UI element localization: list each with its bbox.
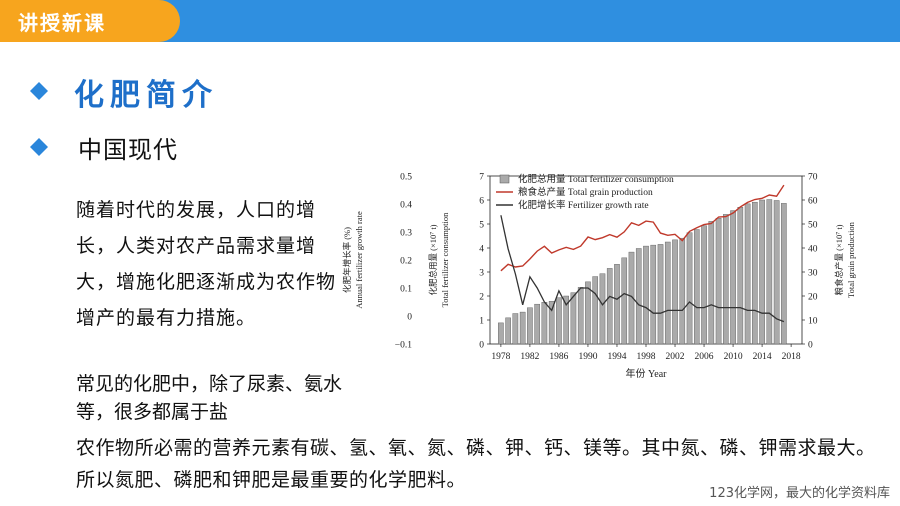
body-paragraph-1: 随着时代的发展，人口的增长，人类对农产品需求量增大，增施化肥逐渐成为农作物增产的…	[76, 199, 337, 329]
fertilizer-bar	[606, 268, 613, 345]
y-right-tick-label: 60	[808, 197, 818, 207]
y-left-inner-tick-label: 7	[479, 173, 484, 183]
fertilizer-bar	[723, 214, 729, 345]
fertilizer-bar	[599, 273, 606, 345]
y-right-title-en: Total grain production	[846, 221, 856, 298]
y-left-outer-tick-label: 0.5	[400, 173, 412, 183]
y-left-inner-tick-label: 6	[479, 197, 484, 207]
y-right-title-cn: 粮食总产量 (×10⁷ t)	[834, 224, 844, 295]
y-left-outer-tick-label: 0.2	[400, 257, 412, 267]
fertilizer-bar	[614, 264, 620, 345]
fertilizer-bar	[577, 287, 584, 345]
fertilizer-bar	[635, 248, 642, 345]
x-tick-label: 1982	[520, 352, 539, 362]
page-subtitle: 中国现代	[78, 136, 178, 164]
grain-production-line	[500, 184, 785, 272]
y-right-tick-label: 70	[808, 173, 818, 183]
y-right-tick-label: 40	[808, 245, 818, 255]
x-tick-label: 2002	[666, 352, 685, 362]
fertilizer-bar	[752, 201, 758, 345]
y-left-outer-tick-label: 0.4	[400, 201, 412, 211]
y-right-tick-label: 20	[808, 293, 818, 303]
x-tick-label: 1986	[549, 352, 568, 362]
fertilizer-bar	[556, 297, 562, 345]
fertilizer-bar	[773, 200, 780, 345]
fertilizer-grain-chart: 1978 1982 1986 1990 1994 1998 2002 2006 2010 2014…	[342, 173, 856, 381]
fertilizer-growth-rate-line	[500, 215, 785, 323]
y-right-tick-label: 0	[808, 341, 813, 351]
y-left-outer-tick-label: 0.3	[400, 229, 412, 239]
y-left-outer-tick-label: 0.1	[400, 285, 412, 295]
fertilizer-bar	[730, 210, 736, 345]
x-tick-label: 2010	[724, 352, 743, 362]
y-right-tick-label: 10	[808, 317, 818, 327]
y-right-tick-label: 30	[808, 269, 818, 279]
x-tick-label: 1978	[491, 352, 510, 362]
fertilizer-bar	[759, 199, 765, 345]
fertilizer-bar	[570, 292, 577, 345]
fertilizer-bar	[628, 251, 635, 345]
fertilizer-bar	[737, 207, 744, 345]
fertilizer-bar	[701, 225, 707, 345]
y-left-inner-tick-label: 3	[479, 269, 484, 279]
fertilizer-bar	[715, 218, 722, 345]
fertilizer-bar	[672, 239, 678, 345]
diamond-bullet-icon	[30, 82, 48, 100]
fertilizer-bar	[679, 237, 686, 345]
fertilizer-bar	[519, 311, 526, 345]
legend-swatch-bar	[499, 174, 510, 184]
fertilizer-bar	[693, 229, 700, 345]
fertilizer-bar	[643, 245, 649, 345]
x-tick-label: 2018	[782, 352, 801, 362]
body-paragraph-3: 农作物所必需的营养元素有碳、氢、氧、氮、磷、钾、钙、镁等。其中氮、磷、钾需求最大…	[76, 437, 876, 491]
fertilizer-bar	[563, 295, 569, 345]
x-tick-label: 2006	[695, 352, 714, 362]
fertilizer-bar	[650, 244, 657, 345]
legend-entry: 化肥总用量 Total fertilizer consumption	[518, 173, 674, 185]
x-tick-label: 1994	[607, 352, 626, 362]
legend-entry: 化肥增长率 Fertilizer growth rate	[518, 199, 649, 211]
y-left-inner-title-cn: 化肥总用量 (×10⁷ t)	[428, 224, 438, 295]
x-tick-label: 1990	[578, 352, 597, 362]
watermark-text: 123化学网，最大的化学资料库	[709, 486, 890, 501]
fertilizer-bar	[781, 203, 787, 345]
fertilizer-bar	[592, 276, 599, 345]
fertilizer-bar	[744, 203, 751, 345]
y-left-inner-tick-label: 1	[479, 317, 484, 327]
fertilizer-bar	[548, 301, 555, 345]
y-left-inner-title-en: Total fertilizer consumption	[440, 212, 450, 308]
fertilizer-bar	[527, 307, 533, 345]
fertilizer-bar	[664, 241, 671, 345]
page-title: 化肥简介	[74, 78, 218, 113]
fertilizer-bar	[621, 257, 628, 345]
fertilizer-bar	[505, 317, 511, 345]
diamond-bullet-icon	[30, 138, 48, 156]
fertilizer-bar	[708, 221, 715, 345]
x-tick-label: 2014	[753, 352, 772, 362]
y-right-tick-label: 50	[808, 221, 818, 231]
y-left-inner-tick-label: 2	[479, 293, 484, 303]
x-axis-label: 年份 Year	[626, 367, 668, 380]
fertilizer-bar	[512, 313, 519, 345]
y-left-outer-title-en: Annual fertilizer growth rate	[354, 211, 364, 309]
y-left-outer-tick-label: −0.1	[395, 341, 412, 351]
fertilizer-bar	[498, 322, 504, 345]
fertilizer-bar	[686, 232, 693, 345]
y-left-inner-tick-label: 0	[479, 341, 484, 351]
fertilizer-bar	[534, 303, 540, 345]
fertilizer-bar	[585, 281, 591, 345]
section-tab: 讲授新课	[0, 0, 180, 42]
y-left-outer-title-cn: 化肥年增长率 (%)	[342, 227, 352, 293]
legend-entry: 粮食总产量 Total grain production	[518, 186, 653, 198]
fertilizer-bar	[657, 244, 664, 345]
y-left-inner-tick-label: 5	[479, 221, 484, 231]
fertilizer-bar	[766, 199, 773, 345]
y-left-inner-tick-label: 4	[479, 245, 484, 255]
section-tab-label: 讲授新课	[18, 11, 106, 35]
body-paragraph-2: 常见的化肥中，除了尿素、氨水等，很多都属于盐	[76, 373, 343, 423]
x-tick-label: 1998	[637, 352, 656, 362]
fertilizer-bar	[541, 302, 548, 345]
y-left-outer-tick-label: 0	[407, 313, 412, 323]
